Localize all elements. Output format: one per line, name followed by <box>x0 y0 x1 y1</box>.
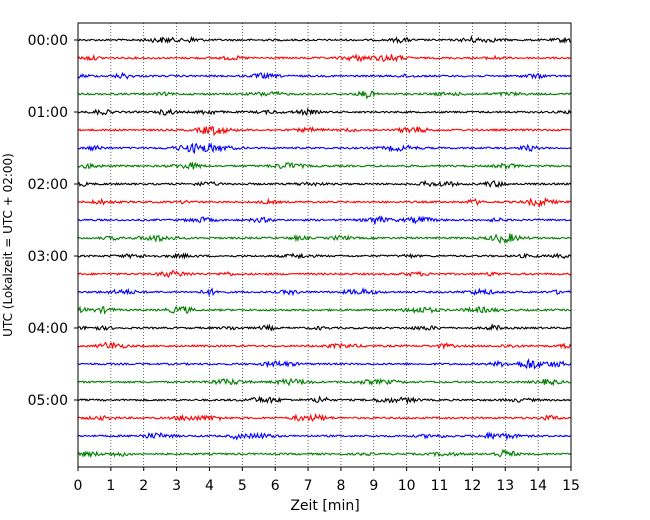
trace-8 <box>77 161 572 171</box>
trace-1 <box>77 35 572 45</box>
trace-4 <box>77 90 572 100</box>
x-tick-label: 10 <box>398 478 416 494</box>
x-tick-label: 8 <box>336 478 345 494</box>
trace-6 <box>77 125 572 137</box>
trace-23 <box>77 431 572 441</box>
traces <box>77 35 572 459</box>
x-tick-label: 2 <box>139 478 148 494</box>
trace-13 <box>77 252 572 260</box>
y-tick-label: 04:00 <box>28 321 68 337</box>
y-tick-label: 02:00 <box>28 177 68 193</box>
x-tick-label: 7 <box>304 478 313 494</box>
y-tick-label: 01:00 <box>28 105 68 121</box>
trace-18 <box>77 341 572 351</box>
x-axis-ticks: 0 1 2 3 4 5 6 7 8 9 10 11 12 13 14 15 <box>74 467 580 494</box>
y-axis-ticks: 00:00 01:00 02:00 03:00 04:00 05:00 <box>28 33 78 409</box>
trace-9 <box>77 179 572 189</box>
trace-15 <box>77 287 572 297</box>
trace-16 <box>77 305 572 315</box>
x-tick-label: 3 <box>172 478 181 494</box>
y-tick-label: 03:00 <box>28 249 68 265</box>
x-tick-label: 11 <box>431 478 449 494</box>
trace-12 <box>77 233 572 245</box>
trace-5 <box>77 107 572 117</box>
x-tick-label: 12 <box>463 478 481 494</box>
trace-22 <box>77 412 572 422</box>
x-tick-label: 6 <box>271 478 280 494</box>
trace-3 <box>77 71 572 80</box>
x-tick-label: 14 <box>529 478 547 494</box>
x-tick-label: 4 <box>205 478 214 494</box>
x-tick-label: 0 <box>74 478 83 494</box>
x-axis-label: Zeit [min] <box>290 498 359 514</box>
trace-24 <box>77 448 572 459</box>
x-tick-label: 13 <box>496 478 514 494</box>
trace-7 <box>77 142 572 154</box>
x-tick-label: 9 <box>369 478 378 494</box>
x-tick-label: 15 <box>562 478 580 494</box>
y-axis-label: UTC (Lokalzeit = UTC + 02:00) <box>1 153 15 337</box>
trace-21 <box>77 395 572 405</box>
trace-10 <box>77 196 572 208</box>
trace-17 <box>77 322 572 332</box>
trace-19 <box>77 358 572 370</box>
x-tick-label: 1 <box>106 478 115 494</box>
x-grid-lines <box>110 23 539 467</box>
trace-20 <box>77 377 572 387</box>
trace-2 <box>77 53 572 63</box>
y-tick-label: 05:00 <box>28 393 68 409</box>
trace-11 <box>77 215 572 225</box>
trace-14 <box>77 269 572 278</box>
plot-frame <box>77 22 572 468</box>
x-tick-label: 5 <box>238 478 247 494</box>
y-tick-label: 00:00 <box>28 33 68 49</box>
